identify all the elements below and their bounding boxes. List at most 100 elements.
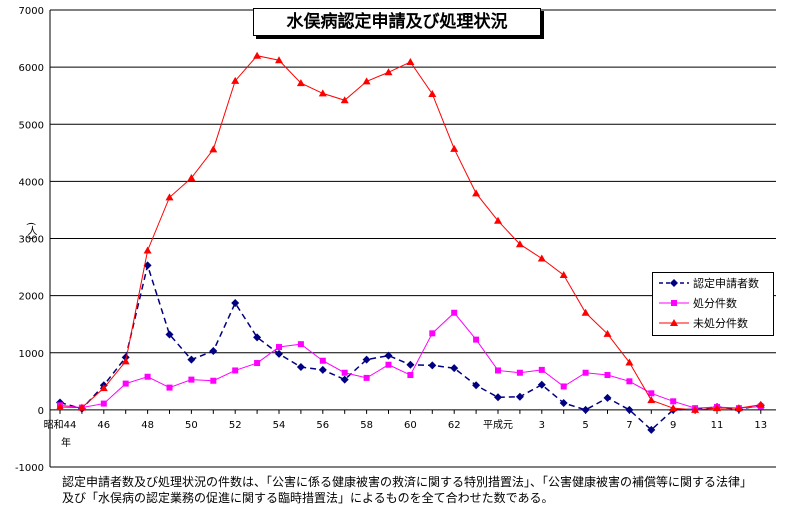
y-tick-label: 3000 — [19, 235, 44, 246]
data-point-pending — [77, 403, 86, 411]
data-point-pending — [713, 404, 721, 412]
data-point-dispositions — [538, 366, 545, 373]
data-point-applicants — [143, 261, 152, 270]
data-point-dispositions — [407, 372, 414, 379]
legend-item-pending: 未処分件数 — [653, 314, 773, 333]
data-point-dispositions — [297, 341, 304, 348]
legend-item-applicants: 認定申請者数 — [653, 274, 773, 293]
data-point-pending — [537, 254, 546, 262]
data-point-dispositions — [363, 374, 370, 381]
y-axis-label: (人) — [25, 222, 36, 243]
data-point-applicants — [515, 392, 524, 401]
data-point-dispositions — [385, 361, 392, 368]
data-point-dispositions — [516, 369, 523, 376]
data-point-pending — [428, 89, 437, 97]
data-point-dispositions — [495, 367, 501, 374]
x-tick-label: 3 — [539, 420, 545, 431]
x-tick-label: 54 — [273, 420, 286, 431]
gridlines — [50, 9, 776, 468]
data-point-dispositions — [473, 336, 480, 343]
data-point-applicants — [559, 399, 568, 408]
data-point-applicants — [296, 363, 305, 372]
x-tick-label: 7 — [626, 420, 632, 431]
legend-label-pending: 未処分件数 — [693, 317, 748, 330]
data-point-applicants — [450, 364, 459, 373]
data-point-dispositions — [144, 373, 151, 380]
data-point-applicants — [581, 405, 590, 414]
data-point-pending — [253, 51, 262, 59]
x-tick-label: 48 — [141, 420, 154, 431]
y-tick-label: 6000 — [19, 63, 44, 74]
data-point-pending — [472, 189, 481, 197]
data-point-pending — [756, 400, 765, 408]
legend-label-dispositions: 処分件数 — [693, 297, 737, 310]
data-point-pending — [581, 308, 590, 316]
legend-swatch-dispositions — [659, 300, 689, 306]
data-point-pending — [143, 246, 152, 254]
data-point-dispositions — [210, 377, 217, 384]
y-tick-label: 0 — [38, 406, 44, 417]
data-point-dispositions — [188, 376, 195, 383]
data-point-dispositions — [604, 372, 611, 379]
data-point-applicants — [187, 355, 196, 364]
data-point-pending — [669, 404, 678, 412]
data-point-pending — [362, 77, 371, 85]
data-point-dispositions — [232, 367, 239, 374]
data-point-applicants — [253, 333, 262, 342]
data-point-pending — [99, 384, 108, 392]
data-point-dispositions — [626, 378, 633, 385]
data-point-applicants — [428, 361, 437, 370]
data-point-applicants — [384, 351, 393, 360]
data-point-applicants — [494, 393, 502, 402]
footnote-line-2: 及び「水俣病の認定業務の促進に関する臨時措置法」によるものを全て合わせた数である… — [62, 491, 554, 505]
data-point-applicants — [406, 360, 415, 369]
data-point-pending — [56, 403, 64, 411]
data-point-pending — [187, 173, 196, 181]
data-point-pending — [647, 396, 656, 404]
data-point-pending — [625, 358, 634, 366]
y-axis-label-text: (人) — [25, 222, 36, 240]
data-point-dispositions — [560, 383, 567, 390]
data-point-pending — [406, 57, 415, 65]
x-tick-label: 58 — [360, 420, 373, 431]
x-tick-label: 11 — [711, 420, 724, 431]
data-point-applicants — [340, 375, 349, 384]
x-tick-label: 46 — [97, 420, 110, 431]
legend: 認定申請者数 処分件数 未処分件数 — [652, 272, 774, 336]
x-tick-label: 60 — [404, 420, 417, 431]
data-point-dispositions — [254, 360, 261, 367]
data-point-dispositions — [451, 309, 458, 316]
data-point-pending — [450, 144, 459, 152]
x-tick-label: 昭和44 — [44, 419, 77, 431]
data-point-pending — [734, 404, 743, 412]
data-point-pending — [340, 96, 349, 104]
data-point-applicants — [603, 393, 612, 402]
data-point-pending — [515, 240, 524, 248]
y-tick-label: 5000 — [19, 120, 44, 131]
legend-swatch-applicants — [659, 279, 689, 287]
x-tick-label: 13 — [754, 420, 767, 431]
data-point-applicants — [231, 299, 240, 308]
x-tick-label: 9 — [670, 420, 676, 431]
data-point-pending — [318, 89, 327, 97]
data-point-applicants — [165, 330, 174, 339]
data-point-pending — [296, 79, 305, 87]
data-point-applicants — [318, 365, 327, 374]
series-layer — [56, 51, 765, 434]
chart-title: 水俣病認定申請及び処理状況 — [253, 8, 541, 36]
data-point-dispositions — [166, 384, 173, 391]
data-point-dispositions — [122, 380, 129, 387]
data-point-pending — [559, 271, 568, 279]
data-point-pending — [121, 357, 130, 365]
x-tick-label: 62 — [448, 420, 461, 431]
y-tick-label: 4000 — [19, 177, 44, 188]
legend-label-applicants: 認定申請者数 — [693, 277, 759, 290]
data-point-applicants — [209, 347, 218, 356]
data-point-dispositions — [100, 400, 107, 407]
y-tick-label: 7000 — [19, 6, 44, 17]
data-point-dispositions — [582, 369, 589, 376]
legend-item-dispositions: 処分件数 — [653, 294, 773, 313]
data-point-pending — [384, 68, 393, 76]
data-point-pending — [494, 216, 502, 224]
